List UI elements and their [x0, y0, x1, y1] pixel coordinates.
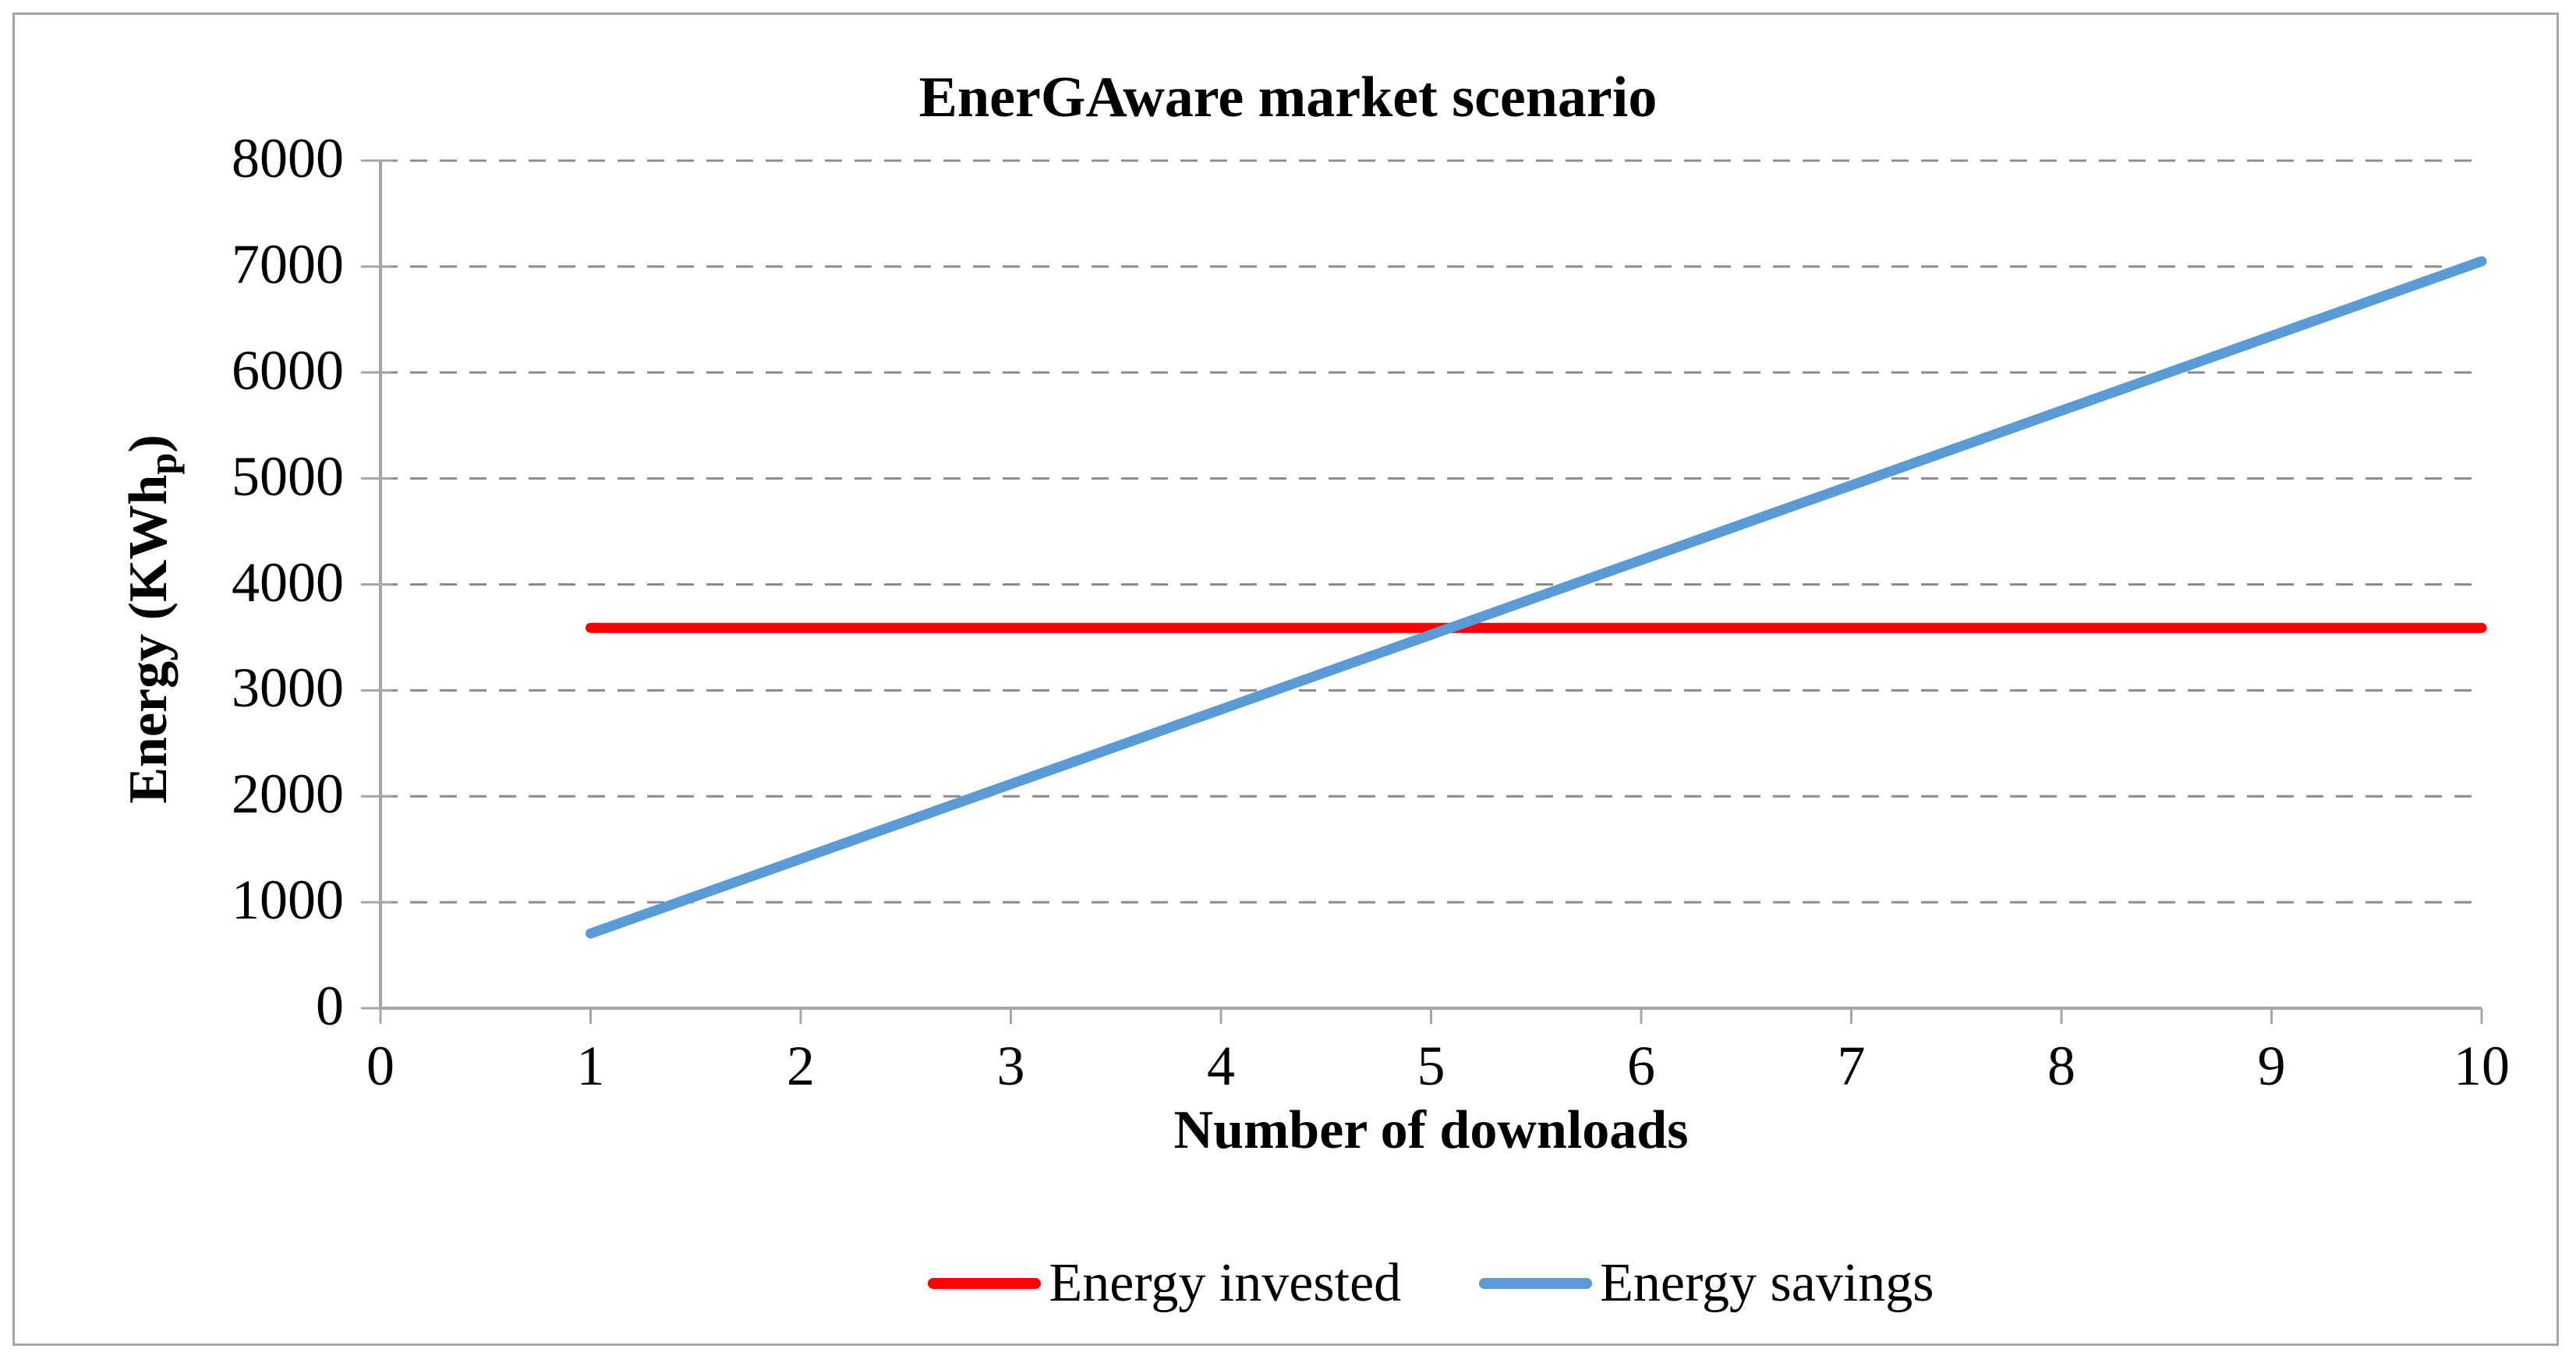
legend-item-energy-invested: Energy invested — [928, 1256, 1401, 1311]
legend: Energy invested Energy savings — [380, 1241, 2482, 1326]
y-tick-label-1000: 1000 — [232, 869, 344, 932]
y-axis-title-subscript: p — [140, 452, 185, 475]
legend-swatch-icon — [1479, 1278, 1593, 1289]
y-axis-title: Energy (KWhp) — [110, 296, 188, 943]
y-tick-label-2000: 2000 — [232, 763, 344, 826]
x-tick-label-8: 8 — [2047, 1035, 2075, 1097]
x-tick-label-0: 0 — [366, 1035, 395, 1097]
x-tick-label-5: 5 — [1417, 1035, 1445, 1097]
y-axis-title-text: Energy (KWh — [119, 474, 179, 804]
plot-area — [361, 159, 2487, 1024]
legend-item-energy-savings: Energy savings — [1479, 1256, 1934, 1311]
y-tick-label-3000: 3000 — [232, 657, 344, 720]
y-tick-label-5000: 5000 — [232, 444, 344, 508]
chart-title: EnerGAware market scenario — [918, 65, 1658, 129]
y-axis-title-close-paren: ) — [119, 434, 179, 453]
x-tick-label-6: 6 — [1627, 1035, 1655, 1097]
x-tick-label-1: 1 — [576, 1035, 605, 1097]
x-tick-label-10: 10 — [2454, 1035, 2510, 1097]
x-axis-title: Number of downloads — [1173, 1100, 1689, 1160]
x-tick-label-7: 7 — [1837, 1035, 1866, 1097]
y-tick-label-0: 0 — [316, 975, 344, 1038]
y-tick-label-8000: 8000 — [232, 127, 344, 190]
x-tick-label-2: 2 — [787, 1035, 815, 1097]
x-tick-label-9: 9 — [2257, 1035, 2286, 1097]
legend-swatch-icon — [928, 1278, 1042, 1289]
series-line-energy-savings — [586, 256, 2487, 939]
y-tick-label-7000: 7000 — [232, 232, 344, 296]
chart-figure: EnerGAware market scenario 0 1000 2000 3000… — [12, 12, 2559, 1346]
legend-label: Energy invested — [1049, 1253, 1402, 1313]
y-tick-label-6000: 6000 — [232, 338, 344, 402]
y-tick-label-4000: 4000 — [232, 551, 344, 614]
x-tick-label-4: 4 — [1207, 1035, 1235, 1097]
x-tick-label-3: 3 — [996, 1035, 1025, 1097]
legend-label: Energy savings — [1600, 1253, 1934, 1313]
